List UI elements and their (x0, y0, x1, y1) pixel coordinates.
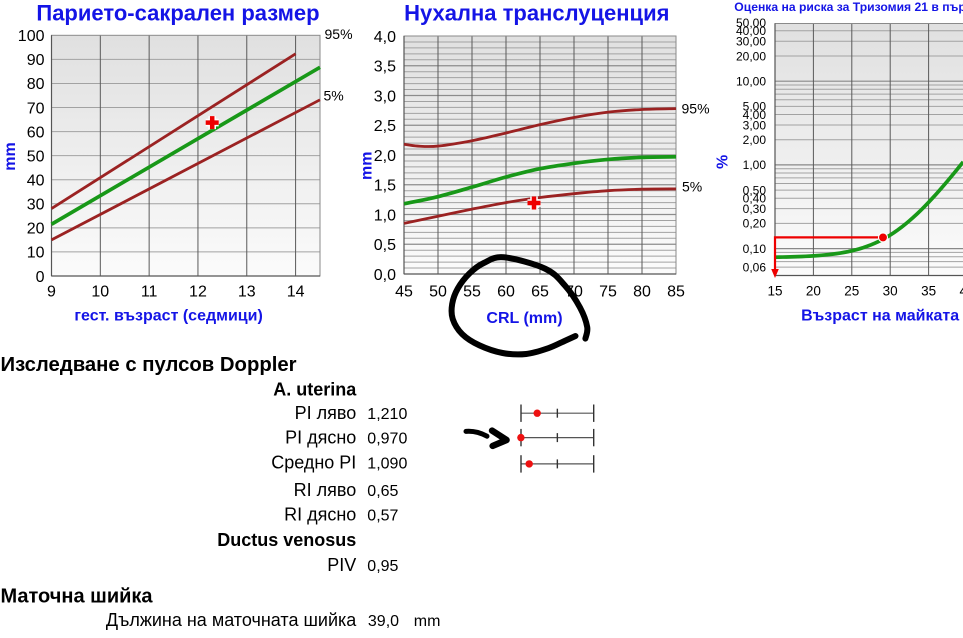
svg-text:55: 55 (463, 284, 481, 301)
svg-text:80: 80 (27, 76, 45, 93)
svg-text:0,06: 0,06 (743, 260, 767, 274)
svg-text:60: 60 (497, 284, 515, 301)
svg-text:Средно PI: Средно PI (271, 453, 356, 473)
svg-text:100: 100 (18, 28, 45, 45)
svg-text:гест. възраст (седмици): гест. възраст (седмици) (74, 308, 262, 325)
svg-text:4,0: 4,0 (374, 29, 396, 46)
svg-text:5,00: 5,00 (743, 100, 767, 114)
svg-text:Изследване с пулсов Doppler: Изследване с пулсов Doppler (1, 354, 297, 376)
svg-text:11: 11 (141, 284, 158, 301)
svg-text:CRL (mm): CRL (mm) (486, 310, 562, 327)
svg-text:A. uterina: A. uterina (273, 379, 357, 399)
svg-text:mm: mm (2, 142, 19, 170)
svg-text:1,210: 1,210 (367, 406, 407, 423)
svg-text:95%: 95% (682, 100, 710, 116)
svg-text:12: 12 (189, 284, 207, 301)
svg-text:PI ляво: PI ляво (295, 403, 357, 423)
svg-text:%: % (715, 155, 732, 169)
svg-text:30: 30 (883, 284, 898, 299)
svg-text:10,00: 10,00 (736, 75, 766, 89)
svg-text:Ductus venosus: Ductus venosus (217, 530, 356, 550)
svg-text:Дължина на маточната шийка: Дължина на маточната шийка (106, 610, 357, 630)
svg-text:Възраст на майката: Възраст на майката (801, 308, 959, 325)
svg-text:3,00: 3,00 (743, 118, 767, 132)
svg-text:1,090: 1,090 (367, 456, 407, 473)
svg-text:65: 65 (531, 284, 549, 301)
svg-text:40,00: 40,00 (736, 24, 766, 38)
svg-text:20,00: 20,00 (736, 49, 766, 63)
svg-text:1,00: 1,00 (743, 158, 767, 172)
svg-text:PIV: PIV (327, 555, 356, 575)
svg-text:85: 85 (667, 284, 685, 301)
svg-text:mm: mm (359, 152, 376, 180)
svg-text:0,0: 0,0 (374, 267, 396, 284)
svg-text:45: 45 (395, 284, 413, 301)
svg-text:25: 25 (844, 284, 859, 299)
svg-text:0,65: 0,65 (367, 483, 398, 500)
svg-text:RI ляво: RI ляво (294, 480, 357, 500)
svg-text:20: 20 (806, 284, 821, 299)
svg-text:40: 40 (959, 284, 963, 299)
svg-text:0,20: 0,20 (743, 217, 767, 231)
svg-text:13: 13 (238, 284, 256, 301)
svg-text:30: 30 (27, 197, 45, 214)
svg-text:5%: 5% (682, 179, 702, 195)
svg-text:2,5: 2,5 (374, 118, 396, 135)
svg-text:2,0: 2,0 (374, 148, 396, 165)
svg-text:0,57: 0,57 (367, 508, 398, 525)
svg-text:9: 9 (47, 284, 56, 301)
svg-text:0: 0 (36, 269, 45, 286)
svg-text:5%: 5% (324, 88, 344, 104)
svg-text:Маточна шийка: Маточна шийка (1, 585, 154, 607)
svg-text:Нухална транслуценция: Нухална транслуценция (404, 1, 669, 26)
svg-text:70: 70 (27, 100, 45, 117)
svg-text:3,0: 3,0 (374, 88, 396, 105)
svg-text:39,0: 39,0 (368, 613, 399, 630)
svg-text:10: 10 (91, 284, 109, 301)
svg-text:0,10: 0,10 (743, 242, 767, 256)
svg-text:1,0: 1,0 (374, 207, 396, 224)
svg-text:Парието-сакрален размер: Парието-сакрален размер (36, 1, 319, 26)
svg-text:20: 20 (27, 221, 45, 238)
svg-text:0,40: 0,40 (743, 192, 767, 206)
svg-text:3,5: 3,5 (374, 59, 396, 76)
svg-text:2,00: 2,00 (743, 133, 767, 147)
svg-text:14: 14 (287, 284, 305, 301)
svg-text:15: 15 (767, 284, 782, 299)
svg-text:0,50: 0,50 (743, 183, 767, 197)
svg-text:0,5: 0,5 (374, 237, 396, 254)
svg-text:50: 50 (429, 284, 447, 301)
svg-text:mm: mm (414, 613, 441, 630)
svg-text:90: 90 (27, 52, 45, 69)
svg-text:4,00: 4,00 (743, 108, 767, 122)
svg-text:PI дясно: PI дясно (285, 427, 356, 447)
svg-text:50: 50 (27, 148, 45, 165)
svg-text:35: 35 (921, 284, 936, 299)
svg-text:0,30: 0,30 (743, 202, 767, 216)
svg-text:95%: 95% (325, 26, 353, 42)
svg-text:80: 80 (633, 284, 651, 301)
svg-text:0,95: 0,95 (367, 558, 398, 575)
svg-text:60: 60 (27, 124, 45, 141)
svg-text:10: 10 (27, 245, 45, 262)
svg-text:40: 40 (27, 173, 45, 190)
svg-text:0,970: 0,970 (367, 430, 407, 447)
svg-text:75: 75 (599, 284, 617, 301)
svg-text:RI дясно: RI дясно (284, 505, 356, 525)
svg-text:Оценка на риска за Тризомия 21: Оценка на риска за Тризомия 21 в първи т… (734, 0, 963, 14)
svg-text:30,00: 30,00 (736, 35, 766, 49)
svg-text:1,5: 1,5 (374, 178, 396, 195)
svg-text:50,00: 50,00 (736, 16, 766, 30)
